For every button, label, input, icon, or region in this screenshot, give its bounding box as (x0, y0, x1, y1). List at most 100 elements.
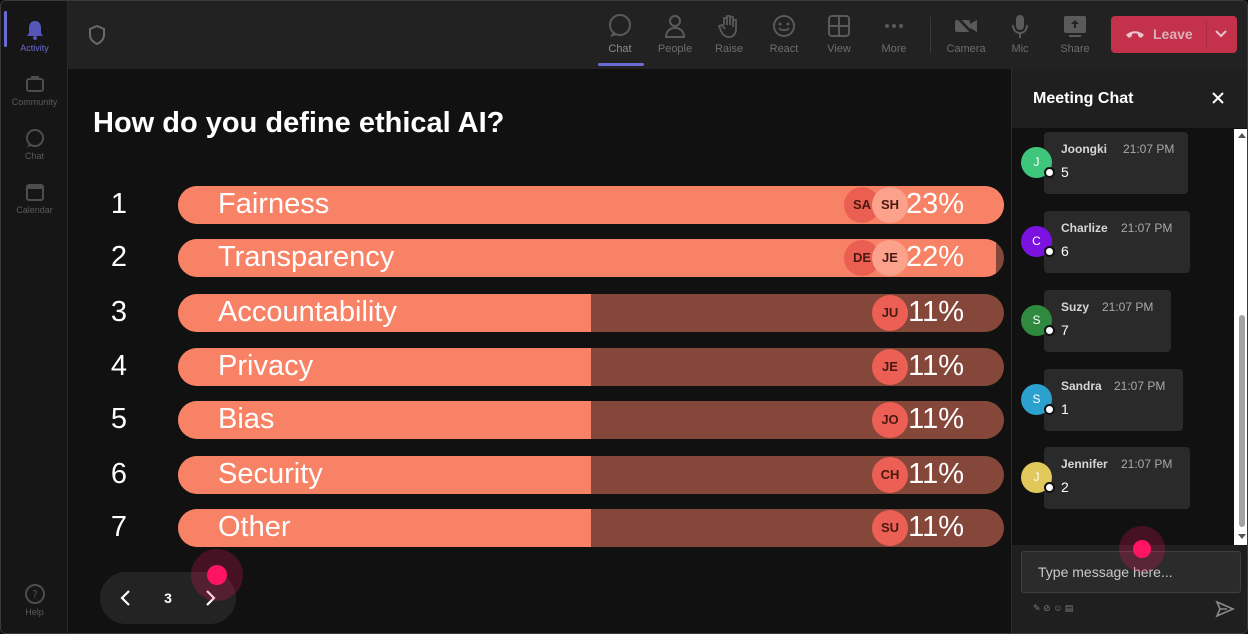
rail-item-community[interactable]: Community (1, 65, 68, 117)
rail-item-label: Chat (24, 151, 44, 161)
page-number: 3 (164, 590, 172, 606)
sender-name: Charlize (1061, 221, 1108, 235)
poll-option-row: 5 Bias JO 11% (68, 401, 1011, 439)
community-icon (25, 76, 44, 92)
toolbar-share-button[interactable]: Share (1049, 11, 1101, 67)
option-percentage: 11% (908, 458, 964, 490)
option-number: 6 (110, 458, 128, 490)
scrollbar-thumb[interactable] (1239, 315, 1245, 527)
chevron-down-icon[interactable] (1214, 29, 1228, 39)
toolbar-raise-button[interactable]: Raise (703, 11, 755, 67)
toolbar-more-button[interactable]: More (868, 11, 920, 67)
formatting-icons[interactable]: ✎ ⊘ ☺ ▤ (1033, 603, 1074, 613)
camera-off-icon (955, 15, 977, 37)
result-bar-fill (178, 456, 591, 494)
active-tab-indicator (598, 63, 644, 66)
sender-name: Joongki (1061, 142, 1108, 156)
option-number: 3 (110, 296, 128, 328)
avatar-initial: S (1032, 313, 1041, 327)
toolbar-item-label: React (769, 43, 799, 55)
option-label: Security (218, 458, 323, 490)
chat-header-divider (1012, 128, 1247, 129)
smiley-icon (773, 15, 795, 37)
rail-item-chat[interactable]: Chat (1, 119, 68, 171)
scroll-up-arrow-icon[interactable] (1238, 133, 1246, 138)
result-bar: Security CH 11% (178, 456, 1004, 494)
toolbar-item-label: View (827, 43, 851, 55)
message-timestamp: 21:07 PM (1114, 379, 1166, 393)
scroll-down-arrow-icon[interactable] (1238, 534, 1246, 539)
option-percentage: 11% (908, 350, 964, 382)
toolbar-mic-button[interactable]: Mic (994, 11, 1046, 67)
voter-avatar: CH (872, 457, 908, 493)
voter-avatar: JE (872, 240, 908, 276)
chat-icon (609, 14, 631, 37)
chat-message[interactable]: Suzy 21:07 PM 7 (1044, 290, 1171, 352)
chat-message[interactable]: Sandra 21:07 PM 1 (1044, 369, 1183, 431)
chat-message[interactable]: Joongki 21:07 PM 5 (1044, 132, 1188, 194)
poll-option-row: 3 Accountability JU 11% (68, 294, 1011, 332)
leave-button[interactable]: Leave (1111, 16, 1237, 53)
chevron-right-icon[interactable] (202, 589, 218, 607)
option-number: 5 (110, 403, 128, 435)
send-icon[interactable] (1215, 600, 1235, 618)
people-icon (664, 15, 686, 38)
option-label: Privacy (218, 350, 314, 382)
toolbar-item-label: Camera (946, 43, 986, 55)
rail-item-label: Calendar (16, 205, 53, 215)
avatar-initial: J (1033, 470, 1040, 484)
sender-avatar: J (1021, 147, 1055, 178)
toolbar-react-button[interactable]: React (758, 11, 810, 67)
rail-item-activity[interactable]: Activity (1, 11, 68, 63)
toolbar-people-button[interactable]: People (649, 11, 701, 67)
chat-message[interactable]: Jennifer 21:07 PM 2 (1044, 447, 1190, 509)
option-label: Accountability (218, 296, 397, 328)
shield-icon[interactable] (88, 25, 106, 45)
result-bar-fill (178, 294, 591, 332)
option-label: Transparency (218, 241, 395, 273)
help-icon: ? (24, 584, 45, 604)
option-percentage: 23% (905, 188, 964, 220)
poll-option-row: 2 Transparency DE JE 22% (68, 239, 1011, 277)
toolbar-camera-button[interactable]: Camera (940, 11, 992, 67)
leave-divider (1206, 22, 1207, 47)
chat-title: Meeting Chat (1033, 90, 1134, 107)
message-text: 5 (1061, 164, 1069, 180)
rail-item-label: Help (25, 607, 44, 617)
poll-option-row: 4 Privacy JE 11% (68, 348, 1011, 386)
result-bar: Transparency DE JE 22% (178, 239, 1004, 277)
bell-icon (26, 21, 43, 40)
avatar-initial: J (1033, 155, 1040, 169)
toolbar-item-label: Raise (714, 43, 744, 55)
message-timestamp: 21:07 PM (1123, 142, 1175, 156)
toolbar-view-button[interactable]: View (813, 11, 865, 67)
toolbar-chat-button[interactable]: Chat (594, 11, 646, 67)
close-icon[interactable] (1211, 91, 1225, 105)
poll-question: How do you define ethical AI? (93, 107, 505, 139)
rail-item-calendar[interactable]: Calendar (1, 173, 68, 225)
message-input[interactable]: Type message here... (1021, 551, 1241, 593)
sender-avatar: S (1021, 384, 1055, 415)
svg-text:?: ? (32, 588, 38, 601)
rail-active-indicator (4, 11, 7, 47)
chat-message-list[interactable]: J Joongki 21:07 PM 5 C Charlize 21:07 PM 6 S Suzy… (1012, 129, 1234, 545)
leave-label: Leave (1153, 26, 1193, 42)
more-icon (885, 24, 903, 28)
chat-scrollbar[interactable] (1234, 129, 1247, 545)
toolbar-item-label: People (657, 43, 693, 55)
sender-avatar: C (1021, 226, 1055, 257)
chat-message[interactable]: Charlize 21:07 PM 6 (1044, 211, 1190, 273)
result-bar: Privacy JE 11% (178, 348, 1004, 386)
chevron-left-icon[interactable] (118, 589, 134, 607)
presence-dot (1044, 404, 1055, 415)
voter-avatar: JO (872, 402, 908, 438)
option-percentage: 11% (908, 403, 964, 435)
rail-item-label: Activity (20, 43, 49, 53)
toolbar-item-label: Share (1060, 43, 1090, 55)
option-number: 4 (110, 350, 128, 382)
meeting-chat-panel: Meeting Chat J Joongki 21:07 PM 5 C Charlize 2… (1011, 69, 1247, 633)
message-text: 2 (1061, 479, 1069, 495)
option-label: Bias (218, 403, 275, 435)
rail-item-help[interactable]: ? Help (1, 575, 68, 627)
presence-dot (1044, 246, 1055, 257)
